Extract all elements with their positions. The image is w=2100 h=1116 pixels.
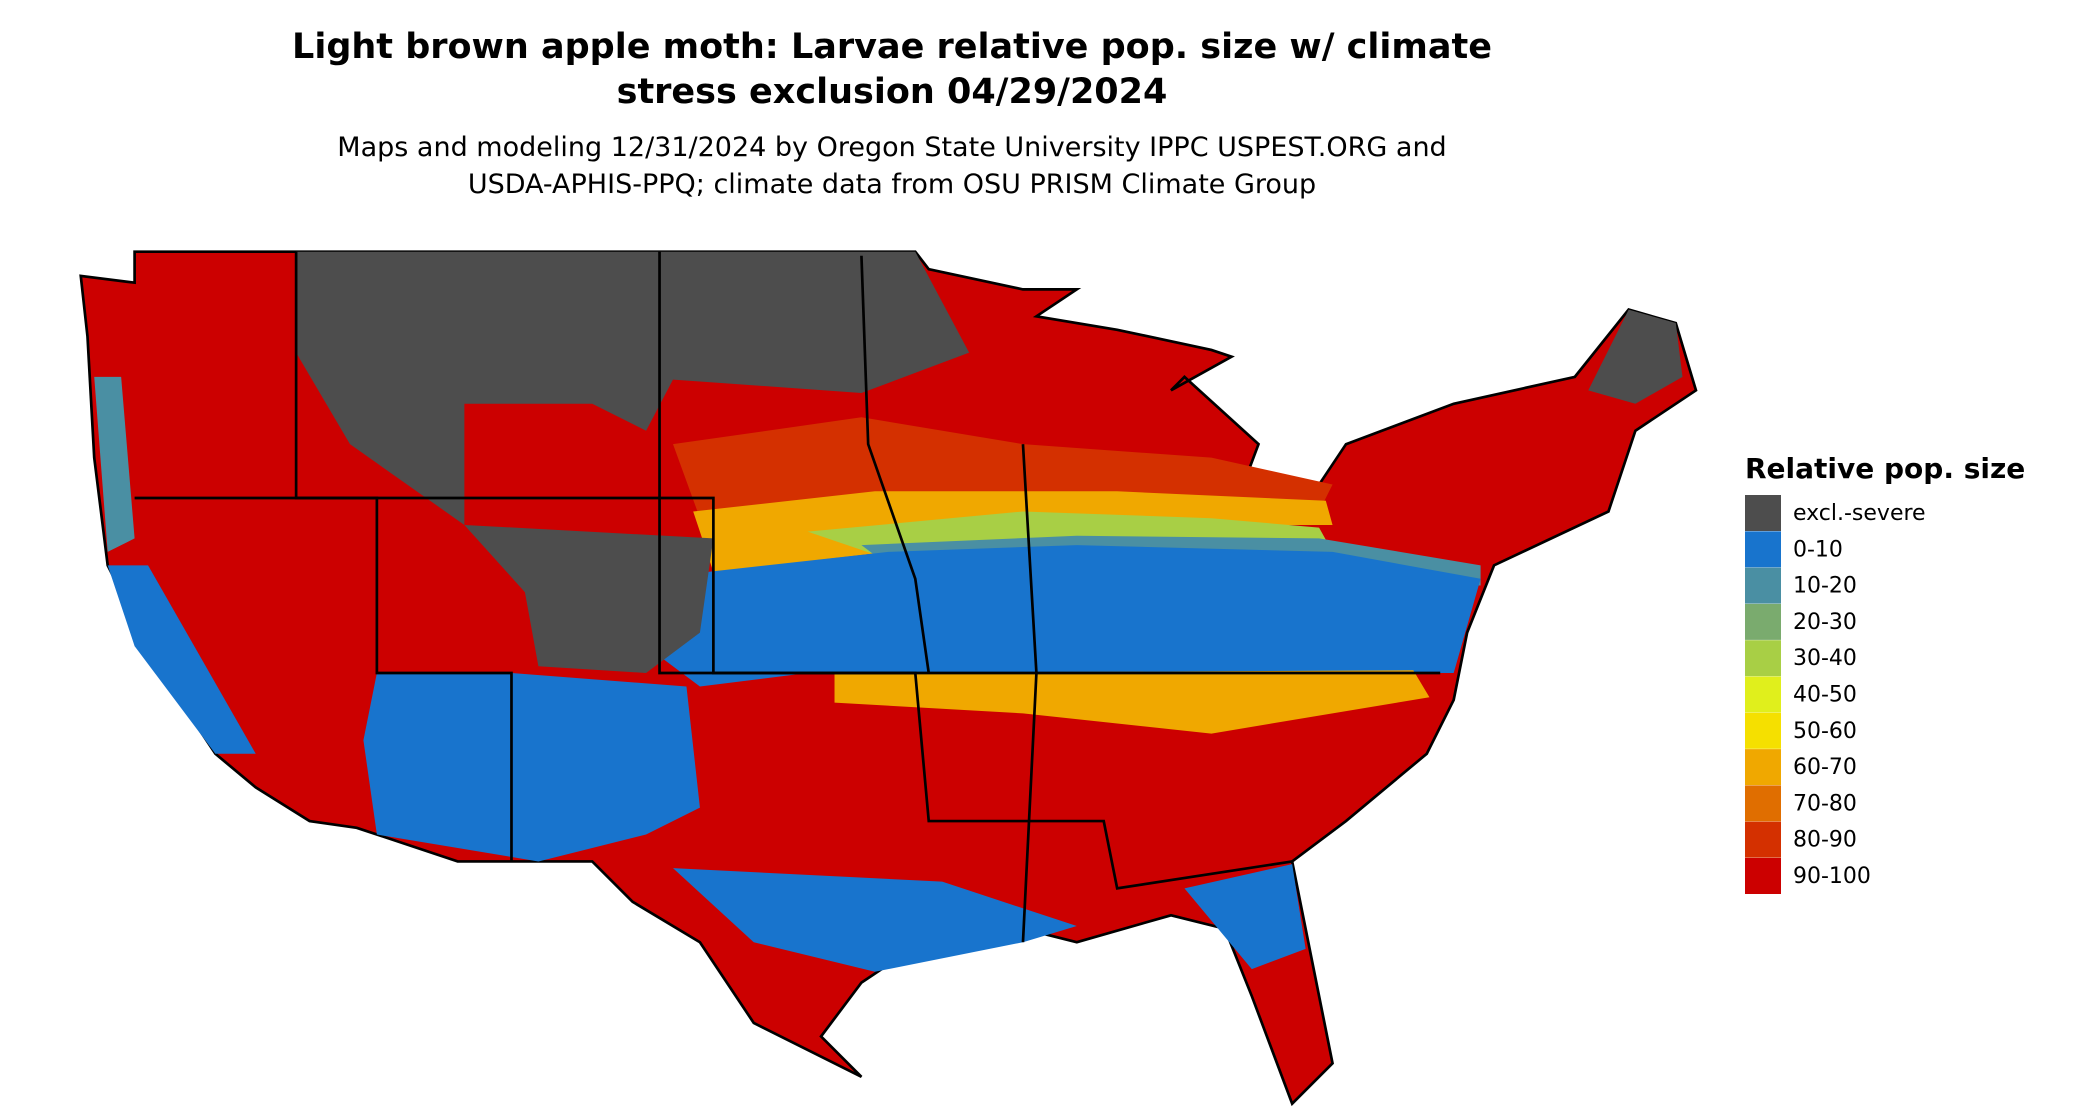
legend-title: Relative pop. size xyxy=(1745,452,2025,485)
map-region xyxy=(107,565,256,754)
map-region xyxy=(646,545,1481,687)
legend-label: 10-20 xyxy=(1793,574,1857,599)
map-region xyxy=(1588,309,1683,404)
legend-label: 30-40 xyxy=(1793,646,1857,671)
map-region xyxy=(673,417,1333,519)
legend-label: 50-60 xyxy=(1793,719,1857,744)
legend-swatch xyxy=(1745,640,1781,677)
legend-label: 20-30 xyxy=(1793,610,1857,635)
state-border xyxy=(860,255,931,674)
legend-label: 90-100 xyxy=(1793,864,1871,889)
legend-swatch xyxy=(1745,749,1781,786)
legend: excl.-severe 0-10 10-20 20-30 30-40 40-50 50-6… xyxy=(1745,495,1926,894)
map-region xyxy=(834,670,1430,734)
title: stress exclusion 04/29/2024 xyxy=(617,72,1168,112)
subtitle: Maps and modeling 12/31/2024 by Oregon S… xyxy=(337,132,1446,163)
map-region xyxy=(296,251,970,525)
legend-label: 70-80 xyxy=(1793,791,1857,816)
legend-swatch xyxy=(1745,676,1781,713)
state-border xyxy=(1021,444,1038,943)
title: Light brown apple moth: Larvae relative … xyxy=(292,27,1492,67)
map-region xyxy=(94,376,135,552)
state-border xyxy=(134,496,1293,890)
map-region xyxy=(673,868,1077,972)
subtitle: USDA-APHIS-PPQ; climate data from OSU PR… xyxy=(468,169,1316,200)
map xyxy=(79,250,1698,1107)
legend-swatch xyxy=(1745,567,1781,604)
map-region xyxy=(1184,864,1306,970)
legend-swatch xyxy=(1745,712,1781,749)
state-border xyxy=(294,251,513,862)
legend-label: 80-90 xyxy=(1793,828,1857,853)
map-region xyxy=(363,673,700,862)
legend-swatch xyxy=(1745,603,1781,640)
legend-label: 0-10 xyxy=(1793,537,1843,562)
legend-label: excl.-severe xyxy=(1793,501,1926,526)
legend-label: 40-50 xyxy=(1793,683,1857,708)
legend-swatch xyxy=(1745,531,1781,568)
legend-swatch xyxy=(1745,858,1781,894)
legend-swatch xyxy=(1745,495,1781,531)
state-border xyxy=(658,251,1441,675)
legend-label: 60-70 xyxy=(1793,755,1857,780)
legend-swatch xyxy=(1745,785,1781,822)
legend-swatch xyxy=(1745,821,1781,858)
map-region xyxy=(464,524,714,673)
